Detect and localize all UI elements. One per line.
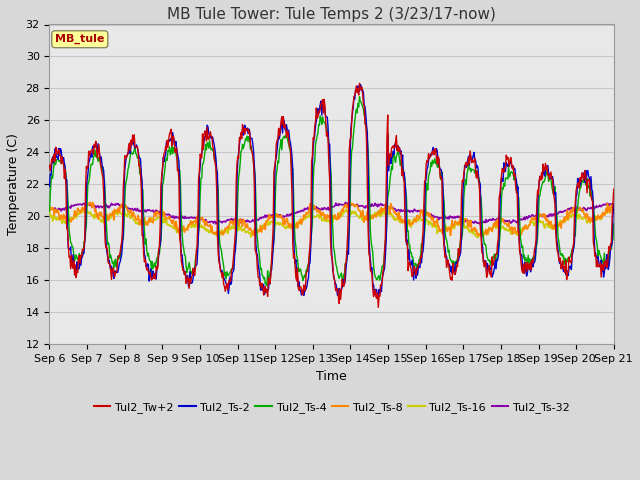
Tul2_Ts-8 <box>56 217 63 223</box>
Tul2_Ts-32 <box>402 209 410 215</box>
X-axis label: Time: Time <box>316 370 347 383</box>
Tul2_Tw+2 <box>374 304 382 310</box>
Tul2_Ts-2 <box>56 152 63 158</box>
Tul2_Ts-16 <box>172 225 180 230</box>
Tul2_Ts-16 <box>610 207 618 213</box>
Tul2_Ts-16 <box>45 209 53 215</box>
Tul2_Ts-8 <box>45 204 53 210</box>
Tul2_Ts-8 <box>383 199 391 205</box>
Tul2_Ts-2 <box>374 295 381 301</box>
Tul2_Tw+2 <box>402 238 410 243</box>
Tul2_Ts-32 <box>212 221 220 227</box>
Tul2_Tw+2 <box>114 257 122 263</box>
Tul2_Ts-16 <box>115 207 122 213</box>
Tul2_Ts-16 <box>474 235 482 240</box>
Tul2_Ts-8 <box>201 223 209 228</box>
Tul2_Ts-8 <box>610 203 618 209</box>
Tul2_Ts-2 <box>419 251 426 257</box>
Tul2_Tw+2 <box>419 239 426 245</box>
Tul2_Ts-2 <box>402 190 410 195</box>
Tul2_Ts-32 <box>172 215 179 221</box>
Tul2_Ts-16 <box>56 216 63 221</box>
Tul2_Ts-32 <box>419 208 426 214</box>
Line: Tul2_Ts-32: Tul2_Ts-32 <box>49 203 614 224</box>
Tul2_Ts-4 <box>419 245 426 251</box>
Tul2_Ts-4 <box>56 158 63 164</box>
Line: Tul2_Ts-16: Tul2_Ts-16 <box>49 208 614 238</box>
Tul2_Ts-2 <box>356 82 364 87</box>
Tul2_Ts-16 <box>401 221 409 227</box>
Tul2_Ts-4 <box>45 208 53 214</box>
Tul2_Ts-2 <box>172 143 179 148</box>
Tul2_Tw+2 <box>356 81 364 86</box>
Tul2_Ts-32 <box>45 205 53 211</box>
Title: MB Tule Tower: Tule Temps 2 (3/23/17-now): MB Tule Tower: Tule Temps 2 (3/23/17-now… <box>167 7 496 22</box>
Tul2_Ts-32 <box>342 200 349 205</box>
Tul2_Ts-16 <box>202 228 209 233</box>
Tul2_Ts-2 <box>610 202 618 207</box>
Tul2_Tw+2 <box>172 149 179 155</box>
Tul2_Tw+2 <box>56 152 63 157</box>
Line: Tul2_Ts-8: Tul2_Ts-8 <box>49 202 614 237</box>
Line: Tul2_Tw+2: Tul2_Tw+2 <box>49 84 614 307</box>
Text: MB_tule: MB_tule <box>55 34 104 44</box>
Legend: Tul2_Tw+2, Tul2_Ts-2, Tul2_Ts-4, Tul2_Ts-8, Tul2_Ts-16, Tul2_Ts-32: Tul2_Tw+2, Tul2_Ts-2, Tul2_Ts-4, Tul2_Ts… <box>90 398 574 418</box>
Tul2_Ts-32 <box>114 201 122 206</box>
Tul2_Ts-16 <box>418 218 426 224</box>
Tul2_Ts-4 <box>201 150 209 156</box>
Tul2_Ts-32 <box>610 201 618 206</box>
Tul2_Tw+2 <box>610 186 618 192</box>
Tul2_Tw+2 <box>45 162 53 168</box>
Tul2_Ts-2 <box>45 184 53 190</box>
Tul2_Ts-4 <box>402 189 410 195</box>
Y-axis label: Temperature (C): Temperature (C) <box>7 133 20 235</box>
Line: Tul2_Ts-2: Tul2_Ts-2 <box>49 84 614 298</box>
Tul2_Ts-16 <box>82 205 90 211</box>
Tul2_Ts-4 <box>114 253 122 259</box>
Tul2_Ts-8 <box>418 207 426 213</box>
Tul2_Ts-32 <box>56 206 63 212</box>
Tul2_Ts-8 <box>172 225 179 230</box>
Tul2_Ts-4 <box>263 283 271 289</box>
Tul2_Ts-8 <box>401 219 409 225</box>
Tul2_Ts-2 <box>114 270 122 276</box>
Tul2_Ts-8 <box>479 234 486 240</box>
Tul2_Ts-4 <box>610 220 618 226</box>
Tul2_Ts-4 <box>172 149 179 155</box>
Tul2_Tw+2 <box>201 128 209 134</box>
Tul2_Ts-4 <box>356 94 364 99</box>
Tul2_Ts-32 <box>201 218 209 224</box>
Tul2_Ts-2 <box>201 134 209 140</box>
Line: Tul2_Ts-4: Tul2_Ts-4 <box>49 96 614 286</box>
Tul2_Ts-8 <box>114 207 122 213</box>
